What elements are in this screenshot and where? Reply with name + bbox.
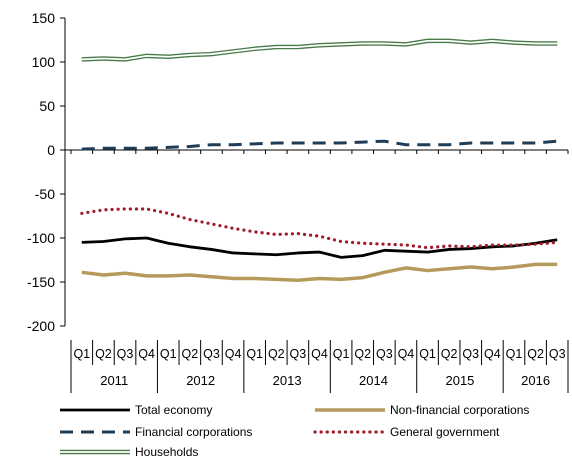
x-tick-label-quarter: Q4: [484, 347, 501, 361]
x-tick-label-quarter: Q1: [73, 347, 90, 361]
x-axis: Q1 Q2 Q3 Q4 Q1 Q2 Q3 Q4 Q1 Q2 Q3 Q4 Q1 Q2 Q3 Q4 Q1 Q2 Q3 Q4…: [65, 149, 569, 393]
series-line-households-inner: [81, 39, 558, 61]
x-tick-label-year: 2013: [273, 373, 302, 388]
y-tick-label: 150: [32, 10, 56, 26]
x-tick-label-quarter: Q4: [311, 347, 328, 361]
legend-item-total-economy: Total economy: [60, 403, 212, 417]
y-tick-label: 100: [32, 54, 56, 70]
x-tick-label-quarter: Q4: [398, 347, 415, 361]
legend-item-general-government: General government: [313, 425, 500, 439]
x-tick-label-quarter: Q2: [95, 347, 112, 361]
x-tick-label-quarter: Q3: [376, 347, 393, 361]
x-tick-label-quarter: Q2: [268, 347, 285, 361]
legend-label: Households: [135, 445, 198, 456]
y-tick-label: -200: [27, 318, 55, 334]
legend-item-non-financial-corporations: Non-financial corporations: [315, 403, 529, 417]
x-tick-label-quarter: Q3: [549, 347, 566, 361]
x-tick-label-year: 2014: [359, 373, 388, 388]
series-financial-corporations: [81, 139, 558, 151]
legend-item-financial-corporations: Financial corporations: [60, 425, 252, 439]
x-tick-label-quarter: Q1: [419, 347, 436, 361]
x-tick-label-quarter: Q4: [138, 347, 155, 361]
x-tick-label-quarter: Q2: [527, 347, 544, 361]
series-line-financial-corporations: [81, 139, 558, 151]
x-tick-label-quarter: Q2: [354, 347, 371, 361]
x-tick-label-quarter: Q2: [182, 347, 199, 361]
legend-label: Financial corporations: [135, 425, 252, 439]
y-tick-label: -50: [35, 186, 55, 202]
legend-label: Total economy: [135, 403, 212, 417]
x-tick-label-quarter: Q1: [333, 347, 350, 361]
series-lines: [80, 38, 559, 282]
y-tick-label: 0: [47, 142, 55, 158]
series-total-economy: [81, 236, 558, 259]
legend: Total economy Non-financial corporations F…: [60, 403, 529, 459]
x-tick-label-quarter: Q3: [117, 347, 134, 361]
x-tick-label-quarter: Q1: [160, 347, 177, 361]
x-tick-label-quarter: Q1: [506, 347, 523, 361]
x-tick-label-year: 2011: [100, 373, 128, 388]
legend-label: Non-financial corporations: [390, 403, 529, 417]
legend-item-households: Households: [60, 445, 198, 459]
y-tick-label: -150: [27, 274, 55, 290]
x-tick-label-quarter: Q1: [246, 347, 263, 361]
legend-label: General government: [390, 425, 500, 439]
x-tick-label-quarter: Q4: [225, 347, 242, 361]
y-tick-label: 50: [39, 98, 55, 114]
series-non-financial-corporations: [81, 262, 558, 282]
x-tick-label-quarter: Q3: [290, 347, 307, 361]
x-tick-label-year: 2012: [186, 373, 215, 388]
x-tick-label-year: 2015: [445, 373, 474, 388]
series-line-total-economy: [81, 236, 558, 259]
y-tick-label: -100: [27, 230, 55, 246]
x-tick-label-quarter: Q3: [462, 347, 479, 361]
series-general-government: [80, 207, 559, 250]
series-households: [81, 38, 558, 62]
y-axis: 150 100 50 0 -50 -100 -150 -200: [27, 10, 66, 334]
x-tick-label-year: 2016: [521, 373, 550, 388]
x-tick-label-quarter: Q2: [441, 347, 458, 361]
series-line-non-financial-corporations: [81, 262, 558, 282]
x-tick-label-quarter: Q3: [203, 347, 220, 361]
series-line-general-government: [80, 207, 559, 250]
